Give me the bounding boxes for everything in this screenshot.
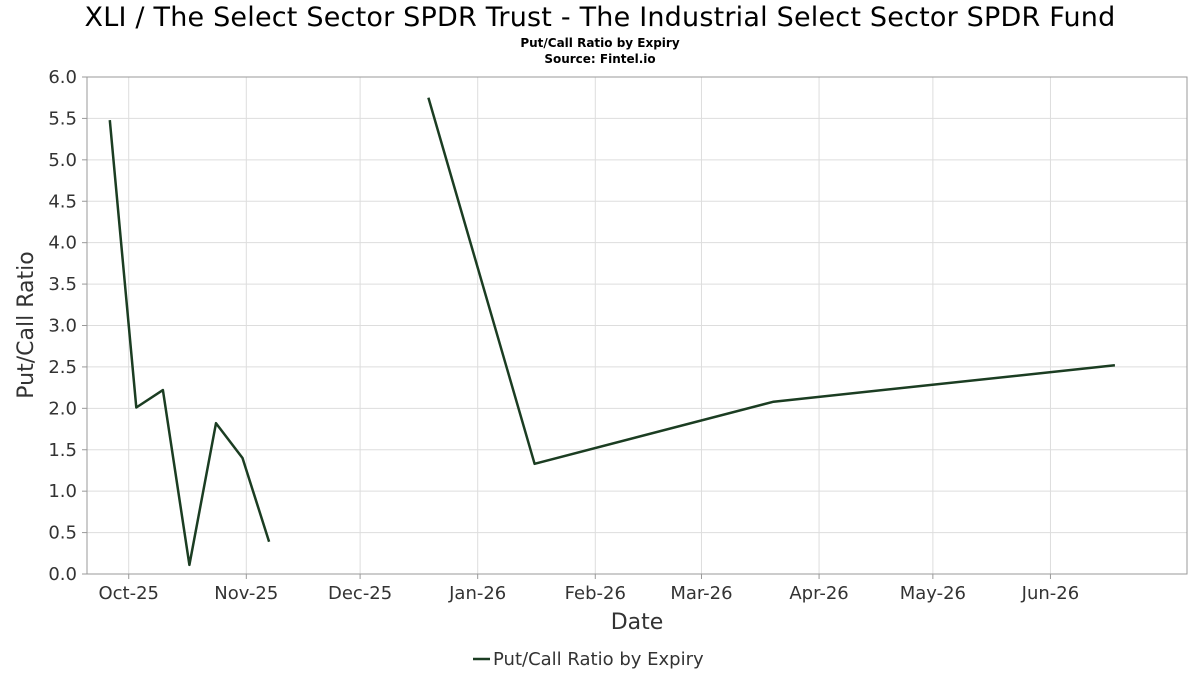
y-tick-label: 2.0 bbox=[48, 398, 77, 419]
x-tick-label: Jan-26 bbox=[448, 583, 506, 604]
x-tick-label: May-26 bbox=[900, 583, 966, 604]
x-tick-label: Nov-25 bbox=[214, 583, 278, 604]
y-tick-label: 4.5 bbox=[48, 191, 77, 212]
x-tick-label: Mar-26 bbox=[670, 583, 732, 604]
series-line bbox=[108, 119, 271, 567]
chart-title: XLI / The Select Sector SPDR Trust - The… bbox=[84, 2, 1116, 33]
y-tick-label: 3.5 bbox=[48, 274, 77, 295]
legend-label: Put/Call Ratio by Expiry bbox=[493, 649, 704, 670]
y-tick-label: 0.5 bbox=[48, 523, 77, 544]
grid-lines bbox=[87, 77, 1187, 574]
y-tick-label: 1.5 bbox=[48, 440, 77, 461]
y-tick-label: 5.0 bbox=[48, 150, 77, 171]
x-tick-label: Feb-26 bbox=[565, 583, 626, 604]
x-axis-label: Date bbox=[611, 610, 664, 635]
x-axis-ticks: Oct-25 Nov-25 Dec-25 Jan-26 Feb-26 Mar-26 Apr-… bbox=[98, 574, 1079, 604]
chart-source: Source: Fintel.io bbox=[544, 52, 656, 66]
y-tick-label: 6.0 bbox=[48, 67, 77, 88]
series-lines bbox=[108, 97, 1116, 567]
y-axis-ticks: 0.0 0.5 1.0 1.5 2.0 2.5 3.0 3.5 4.0 4.5 5.0 5.5 6.0 bbox=[48, 67, 87, 585]
y-tick-label: 5.5 bbox=[48, 108, 77, 129]
x-tick-label: Dec-25 bbox=[328, 583, 392, 604]
x-tick-label: Jun-26 bbox=[1021, 583, 1080, 604]
y-tick-label: 4.0 bbox=[48, 233, 77, 254]
x-tick-label: Apr-26 bbox=[789, 583, 848, 604]
y-tick-label: 3.0 bbox=[48, 316, 77, 337]
series-line bbox=[427, 97, 1116, 466]
x-tick-label: Oct-25 bbox=[98, 583, 159, 604]
legend: Put/Call Ratio by Expiry bbox=[473, 649, 704, 670]
plot-border bbox=[86, 76, 1188, 575]
y-tick-label: 2.5 bbox=[48, 357, 77, 378]
y-tick-label: 1.0 bbox=[48, 481, 77, 502]
y-axis-label: Put/Call Ratio bbox=[14, 251, 39, 398]
chart-subtitle: Put/Call Ratio by Expiry bbox=[520, 36, 680, 50]
y-tick-label: 0.0 bbox=[48, 564, 77, 585]
